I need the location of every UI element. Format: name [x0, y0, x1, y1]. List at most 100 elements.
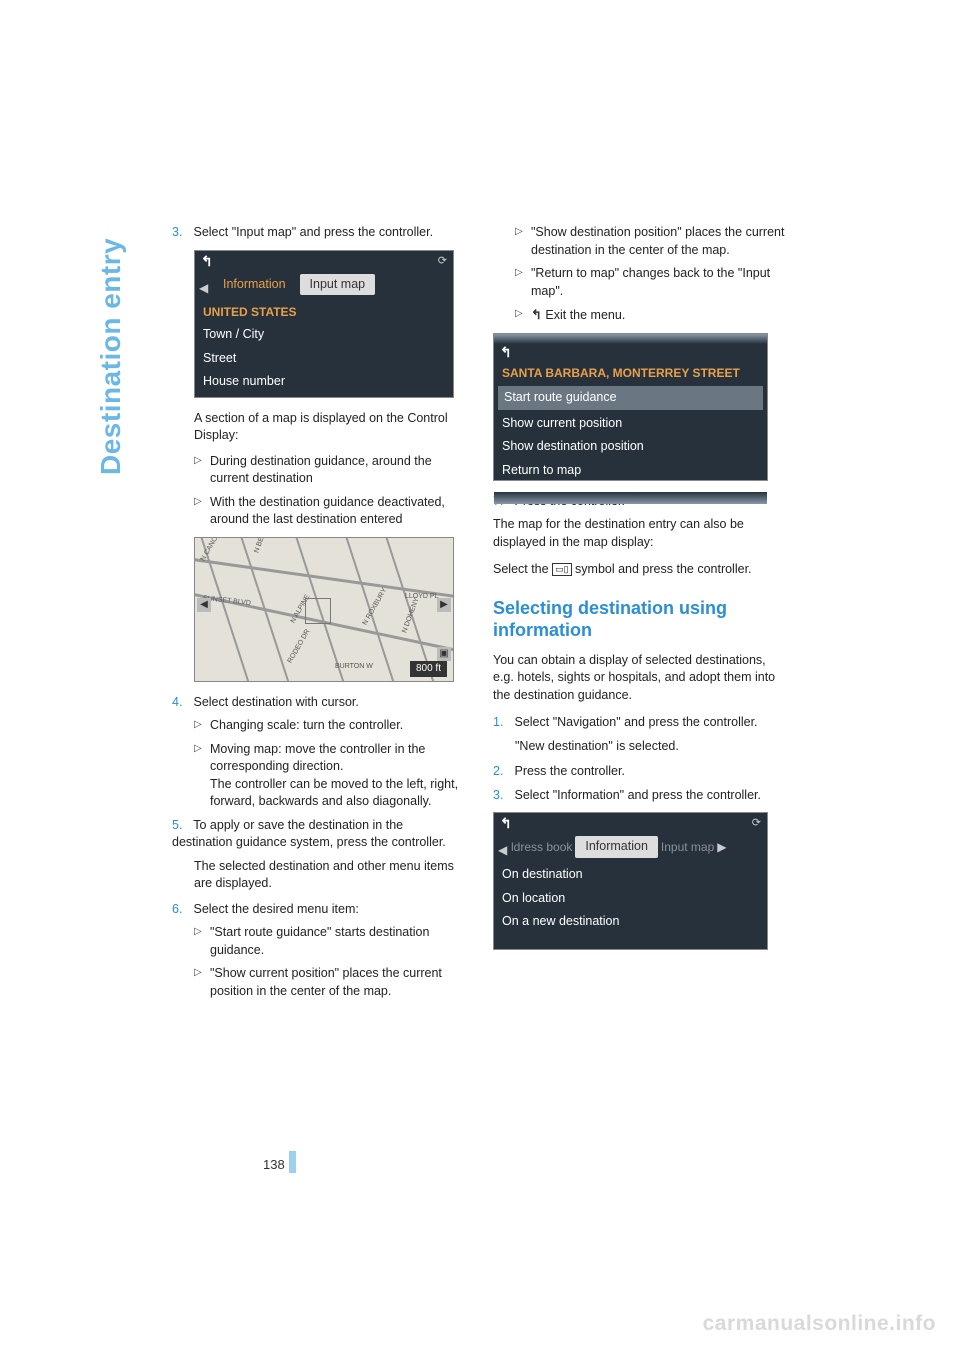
ss-header: SANTA BARBARA, MONTERREY STREET — [494, 362, 767, 385]
bullet-item: ▷ During destination guidance, around th… — [172, 453, 465, 488]
ss-tabs: ◀ ldress book Information Input map ▶ — [494, 835, 767, 859]
triangle-bullet-icon: ▷ — [515, 265, 531, 300]
bullet-item: ▷ Changing scale: turn the controller. — [172, 717, 465, 735]
step-number: 5. — [172, 817, 190, 835]
ss-tabs: ◀ Information Input map — [195, 273, 453, 297]
bullet-line1: Moving map: move the controller in the c… — [210, 742, 425, 774]
watermark: carmanualsonline.info — [703, 1312, 936, 1336]
triangle-bullet-icon: ▷ — [194, 494, 210, 529]
paragraph: You can obtain a display of selected des… — [493, 652, 786, 705]
ss-item: Intersection — [203, 394, 445, 418]
ss-item: House number — [203, 370, 445, 394]
left-column: 3. Select "Input map" and press the cont… — [172, 224, 465, 1006]
map-cursor — [305, 598, 331, 624]
step-1: 1. Select "Navigation" and press the con… — [493, 714, 786, 732]
bullet-item: ▷ "Start route guidance" starts destinat… — [172, 924, 465, 959]
ss-item: On destination — [502, 863, 759, 887]
ss-topbar: ↰ — [494, 344, 767, 362]
ss-item: On location — [502, 887, 759, 911]
screenshot-information-menu: ↰ ⟳ ◀ ldress book Information Input map … — [493, 812, 768, 950]
bullet-item: ▷ "Show destination position" places the… — [493, 224, 786, 259]
bullet-text: Changing scale: turn the controller. — [210, 717, 465, 735]
step-extra: The selected destination and other menu … — [172, 858, 465, 893]
bullet-text: "Show destination position" places the c… — [531, 224, 786, 259]
step-number: 3. — [493, 787, 511, 805]
bullet-item: ▷ ↰ Exit the menu. — [493, 306, 786, 325]
step-3: 3. Select "Input map" and press the cont… — [172, 224, 465, 242]
ss-item: On a new destination — [502, 910, 759, 934]
refresh-icon: ⟳ — [752, 816, 761, 831]
tab-input-map-active: Input map — [300, 274, 376, 296]
ss-item-highlighted: Start route guidance — [498, 386, 763, 410]
paragraph: Select the ▭▯ symbol and press the contr… — [493, 561, 786, 579]
ss-bottom-fade — [494, 492, 767, 504]
content-columns: 3. Select "Input map" and press the cont… — [172, 224, 786, 1006]
bullet-item: ▷ Moving map: move the controller in the… — [172, 741, 465, 811]
text-before-icon: Select the — [493, 562, 552, 576]
refresh-icon: ⟳ — [438, 254, 447, 269]
triangle-bullet-icon: ▷ — [515, 224, 531, 259]
map-arrow-left-icon: ◀ — [197, 598, 211, 612]
back-icon: ↰ — [500, 343, 512, 363]
back-icon: ↰ — [500, 814, 512, 834]
tab-arrow-left-icon: ◀ — [498, 842, 508, 852]
section-title-vertical: Destination entry — [95, 238, 127, 475]
tab-information: Information — [215, 274, 294, 296]
map-corner-icon: ▣ — [437, 647, 451, 661]
exit-icon: ↰ — [531, 307, 542, 322]
ss-item: UNITED STATES — [203, 301, 445, 324]
triangle-bullet-icon: ▷ — [194, 741, 210, 811]
tab-arrow-right-icon: ▶ — [717, 839, 726, 856]
bullet-item: ▷ "Show current position" places the cur… — [172, 965, 465, 1000]
step-4: 4. Select destination with cursor. — [172, 694, 465, 712]
triangle-bullet-icon: ▷ — [194, 453, 210, 488]
bullet-line2: The controller can be moved to the left,… — [210, 777, 458, 809]
screenshot-input-map-menu: ↰ ⟳ ◀ Information Input map UNITED STATE… — [194, 250, 454, 398]
step-text: To apply or save the destination in the … — [172, 818, 446, 850]
tab-input-map: Input map — [661, 839, 714, 856]
ss-top-fade — [494, 334, 767, 344]
step-3r: 3. Select "Information" and press the co… — [493, 787, 786, 805]
ss-topbar: ↰ ⟳ — [195, 251, 453, 273]
step-5: 5. To apply or save the destination in t… — [172, 817, 465, 852]
paragraph: The map for the destination entry can al… — [493, 516, 786, 551]
step-text: Press the controller. — [514, 764, 624, 778]
street-label: N DOHENY — [400, 596, 422, 634]
street-label: BURTON W — [335, 662, 373, 672]
ss-topbar: ↰ ⟳ — [494, 813, 767, 835]
bullet-text: Moving map: move the controller in the c… — [210, 741, 465, 811]
triangle-bullet-icon: ▷ — [194, 965, 210, 1000]
tab-arrow-left-icon: ◀ — [199, 280, 209, 290]
step-text: Select "Navigation" and press the contro… — [514, 715, 757, 729]
bullet-item: ▷ "Return to map" changes back to the "I… — [493, 265, 786, 300]
step-2: 2. Press the controller. — [493, 763, 786, 781]
ss-list: Start route guidance Show current positi… — [494, 386, 767, 492]
page-number-bar — [289, 1151, 296, 1173]
map-scale: 800 ft — [410, 661, 447, 677]
bullet-text: "Return to map" changes back to the "Inp… — [531, 265, 786, 300]
street-label: N BEVERLY — [252, 537, 274, 555]
ss-item: Town / City — [203, 323, 445, 347]
triangle-bullet-icon: ▷ — [194, 924, 210, 959]
tab-information-active: Information — [575, 836, 658, 858]
ss-list: UNITED STATES Town / City Street House n… — [195, 297, 453, 428]
bullet-text: "Show current position" places the curre… — [210, 965, 465, 1000]
step-number: 1. — [493, 714, 511, 732]
street-label: RODEO DR — [286, 627, 313, 665]
screenshot-map: N CANON DR N BEVERLY SUNSET BLVD N ALPIN… — [194, 537, 454, 682]
step-text: Select destination with cursor. — [193, 695, 358, 709]
step-extra: "New destination" is selected. — [493, 738, 786, 756]
bullet-text: ↰ Exit the menu. — [531, 306, 786, 325]
step-number: 2. — [493, 763, 511, 781]
back-icon: ↰ — [201, 252, 213, 272]
tab-address-book: ldress book — [511, 839, 572, 856]
section-heading: Selecting destination using information — [493, 597, 786, 642]
bullet-exit-text: Exit the menu. — [545, 308, 625, 322]
step-number: 3. — [172, 224, 190, 242]
bullet-item: ▷ With the destination guidance deactiva… — [172, 494, 465, 529]
ss-item: Street — [203, 347, 445, 371]
page-number: 138 — [263, 1157, 285, 1172]
triangle-bullet-icon: ▷ — [515, 306, 531, 325]
step-6: 6. Select the desired menu item: — [172, 901, 465, 919]
map-arrow-right-icon: ▶ — [437, 598, 451, 612]
